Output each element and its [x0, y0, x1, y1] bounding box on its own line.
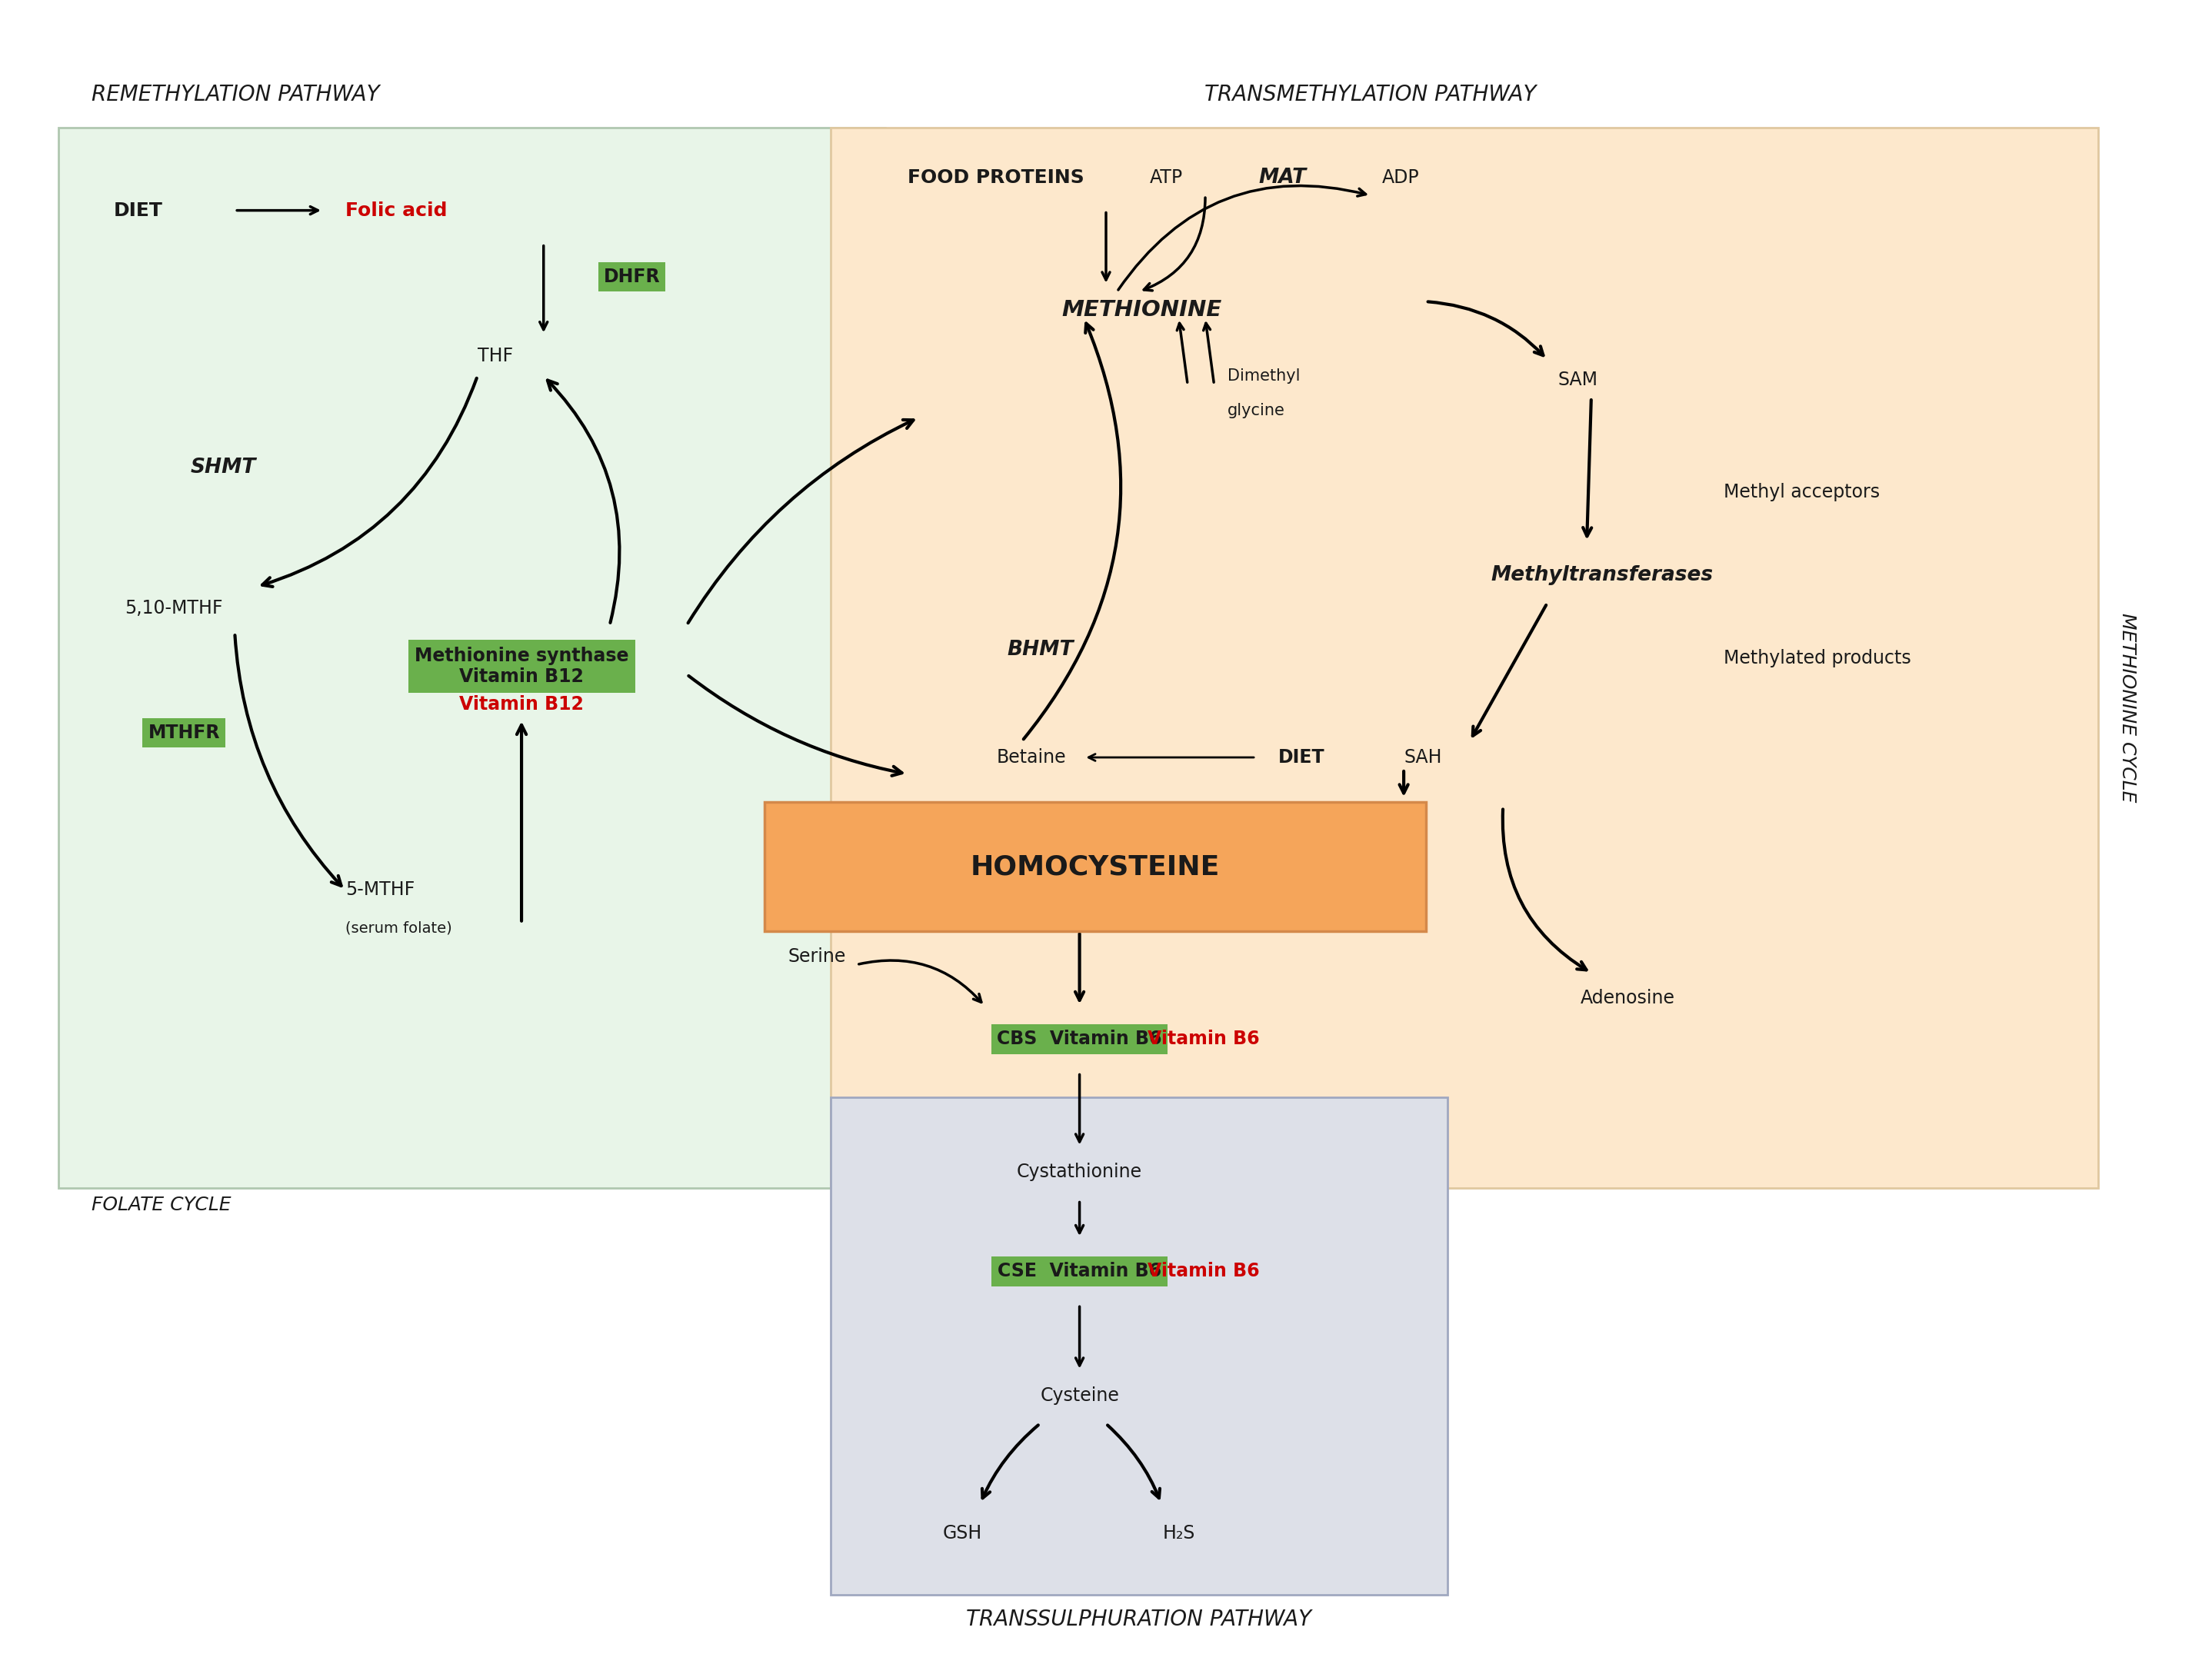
Text: DIET: DIET — [1279, 749, 1325, 767]
Text: MTHFR: MTHFR — [148, 724, 219, 742]
Text: Methyl acceptors: Methyl acceptors — [1723, 483, 1880, 501]
Text: BHMT: BHMT — [1006, 639, 1073, 659]
Text: ATP: ATP — [1150, 168, 1183, 186]
Text: THF: THF — [478, 348, 513, 366]
Text: FOLATE CYCLE: FOLATE CYCLE — [91, 1196, 230, 1215]
Text: Dimethyl: Dimethyl — [1228, 368, 1301, 384]
Text: Serine: Serine — [787, 947, 845, 965]
Text: HOMOCYSTEINE: HOMOCYSTEINE — [971, 854, 1219, 880]
Text: REMETHYLATION PATHWAY: REMETHYLATION PATHWAY — [91, 83, 380, 105]
Text: SAM: SAM — [1557, 371, 1597, 389]
Text: Vitamin B6: Vitamin B6 — [1148, 1261, 1261, 1281]
Text: Methylated products: Methylated products — [1723, 649, 1911, 667]
Text: 5,10-MTHF: 5,10-MTHF — [124, 599, 223, 617]
FancyBboxPatch shape — [763, 802, 1427, 932]
Text: GSH: GSH — [942, 1524, 982, 1543]
Text: Cystathionine: Cystathionine — [1018, 1163, 1141, 1181]
Text: DHFR: DHFR — [604, 268, 659, 286]
Text: Adenosine: Adenosine — [1579, 988, 1674, 1007]
Text: DIET: DIET — [113, 201, 164, 220]
Text: Methionine synthase: Methionine synthase — [414, 656, 628, 674]
Text: glycine: glycine — [1228, 403, 1285, 419]
Text: Folic acid: Folic acid — [345, 201, 447, 220]
Text: TRANSSULPHURATION PATHWAY: TRANSSULPHURATION PATHWAY — [967, 1609, 1312, 1631]
Text: 5-MTHF: 5-MTHF — [345, 880, 414, 899]
Text: ADP: ADP — [1382, 168, 1420, 186]
FancyBboxPatch shape — [58, 128, 885, 1188]
Text: FOOD PROTEINS: FOOD PROTEINS — [907, 168, 1084, 186]
Text: TRANSMETHYLATION PATHWAY: TRANSMETHYLATION PATHWAY — [1206, 83, 1537, 105]
Text: Vitamin B6: Vitamin B6 — [1148, 1030, 1261, 1048]
Text: CBS  Vitamin B6: CBS Vitamin B6 — [998, 1030, 1161, 1048]
FancyBboxPatch shape — [830, 1097, 1449, 1594]
Text: Methionine synthase
Vitamin B12: Methionine synthase Vitamin B12 — [414, 646, 628, 686]
Text: SAH: SAH — [1405, 749, 1442, 767]
FancyBboxPatch shape — [830, 128, 2099, 1188]
Text: SHMT: SHMT — [190, 458, 257, 478]
Text: Cysteine: Cysteine — [1040, 1386, 1119, 1404]
Text: METHIONINE: METHIONINE — [1062, 300, 1221, 321]
Text: METHIONINE CYCLE: METHIONINE CYCLE — [2117, 612, 2137, 802]
Text: MAT: MAT — [1259, 168, 1307, 188]
Text: Methyltransferases: Methyltransferases — [1491, 566, 1714, 586]
Text: Vitamin B12: Vitamin B12 — [460, 696, 584, 714]
Text: H₂S: H₂S — [1164, 1524, 1194, 1543]
Text: Betaine: Betaine — [998, 749, 1066, 767]
Text: CSE  Vitamin B6: CSE Vitamin B6 — [998, 1261, 1161, 1281]
Text: (serum folate): (serum folate) — [345, 920, 451, 935]
